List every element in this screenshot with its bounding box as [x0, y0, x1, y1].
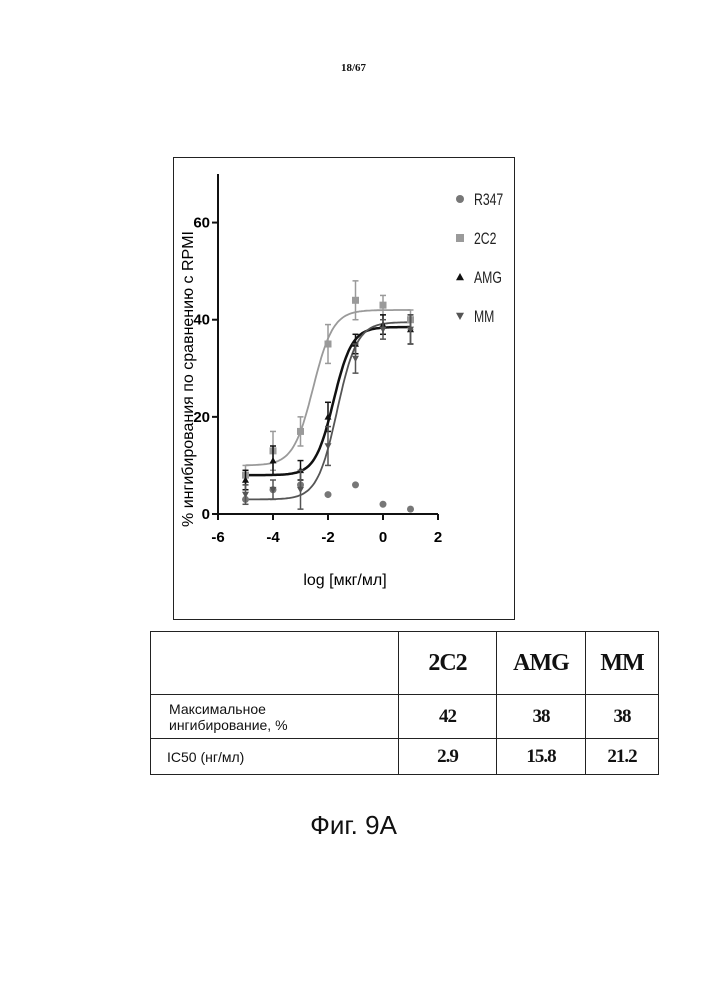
row-label-max-inhibition: Максимальное ингибирование, %: [151, 695, 399, 739]
legend-marker-r347: [456, 195, 464, 203]
x-axis-label: log [мкг/мл]: [303, 572, 386, 589]
x-tick-label: -4: [266, 529, 280, 546]
legend-label-2c2: 2C2: [474, 230, 496, 248]
figure-caption: Фиг. 9A: [0, 810, 707, 841]
row-label-line2: ингибирование, %: [169, 717, 398, 733]
legend-marker-mm: [456, 313, 464, 320]
data-point-2c2: [325, 341, 332, 348]
table-row: Максимальное ингибирование, % 42 38 38: [151, 695, 659, 739]
data-point-mm: [352, 356, 359, 362]
table-cell: 38: [586, 695, 659, 739]
table-row: IC50 (нг/мл) 2.9 15.8 21.2: [151, 739, 659, 775]
table-cell: 21.2: [586, 739, 659, 775]
data-point-mm: [380, 327, 387, 333]
table-header-row: 2C2 AMG MM: [151, 632, 659, 695]
data-points: [242, 281, 414, 513]
data-point-2c2: [380, 302, 387, 309]
data-point-2c2: [297, 428, 304, 435]
data-point-r347: [325, 491, 332, 498]
data-point-r347: [380, 501, 387, 508]
table-cell: 38: [497, 695, 586, 739]
x-tick-label: -6: [211, 529, 224, 546]
dose-response-chart: -6-4-2020204060 R3472C2AMGMM log [мкг/мл…: [173, 157, 515, 620]
chart-axes: -6-4-2020204060: [193, 174, 442, 546]
table-header-mm: MM: [586, 632, 659, 695]
table-header-empty: [151, 632, 399, 695]
x-tick-label: -2: [321, 529, 334, 546]
row-label-line1: Максимальное: [169, 701, 398, 717]
table-cell: 15.8: [497, 739, 586, 775]
y-tick-label: 60: [193, 215, 210, 232]
data-point-2c2: [352, 297, 359, 304]
legend-marker-amg: [456, 273, 464, 280]
legend-marker-2c2: [456, 234, 464, 242]
x-tick-label: 2: [434, 529, 442, 546]
table-cell: 2.9: [399, 739, 497, 775]
data-point-amg: [270, 457, 277, 463]
x-tick-label: 0: [379, 529, 387, 546]
legend-label-r347: R347: [474, 191, 503, 209]
legend-label-mm: MM: [474, 308, 494, 326]
y-axis-label: % ингибирования по сравнению с RPMI: [180, 231, 197, 527]
data-point-r347: [407, 506, 414, 513]
table-header-2c2: 2C2: [399, 632, 497, 695]
legend-label-amg: AMG: [474, 269, 502, 287]
page-number: 18/67: [0, 62, 707, 74]
data-point-mm: [325, 443, 332, 449]
data-point-r347: [352, 481, 359, 488]
table-header-amg: AMG: [497, 632, 586, 695]
row-label-ic50: IC50 (нг/мл): [151, 739, 399, 775]
table-cell: 42: [399, 695, 497, 739]
y-tick-label: 0: [202, 506, 210, 523]
data-point-mm: [297, 487, 304, 493]
results-table: 2C2 AMG MM Максимальное ингибирование, %…: [150, 631, 659, 775]
chart-legend: R347 2C2 AMG MM: [456, 191, 503, 326]
